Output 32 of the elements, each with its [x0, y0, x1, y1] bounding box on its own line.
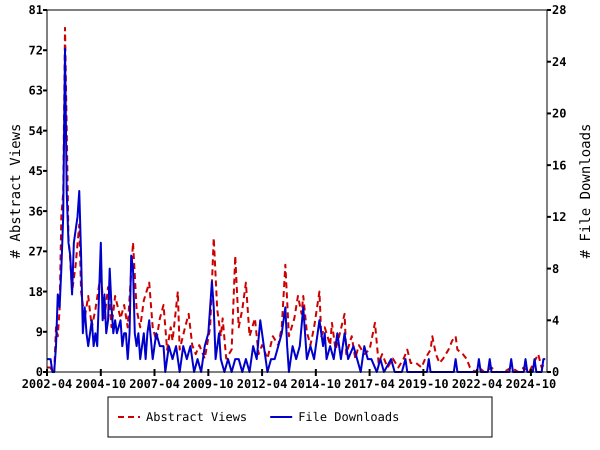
x-tick-label: 2024-10: [506, 377, 556, 391]
x-tick-label: 2002-04: [22, 377, 72, 391]
x-tick-label: 2012-04: [236, 377, 288, 391]
y-tick-label: 27: [28, 244, 43, 259]
x-tick-label: 2017-04: [344, 377, 395, 391]
legend-label: Abstract Views: [146, 410, 248, 424]
y-tick-label: 54: [28, 124, 43, 138]
y2-tick-label: 4: [552, 313, 560, 328]
y2-tick-label: 24: [552, 54, 566, 69]
y2-tick-label: 16: [552, 158, 566, 172]
y2-tick-label: 8: [552, 262, 560, 276]
y2-tick-label: 12: [552, 210, 566, 224]
y-tick-label: 45: [28, 164, 43, 178]
y2-tick-label: 0: [552, 365, 560, 380]
legend-label: File Downloads: [298, 410, 400, 424]
y2-axis-title: # File Downloads: [578, 124, 594, 258]
y-tick-label: 9: [36, 324, 43, 339]
x-tick-label: 2004-10: [76, 377, 126, 391]
y-tick-label: 72: [28, 43, 43, 58]
x-tick-label: 2007-04: [129, 377, 180, 391]
y-tick-label: 18: [28, 284, 43, 299]
y-tick-label: 0: [36, 365, 43, 380]
x-tick-label: 2019-10: [398, 377, 449, 391]
x-tick-label: 2022-04: [452, 377, 502, 391]
y-tick-label: 36: [28, 204, 43, 218]
y2-tick-label: 20: [552, 106, 566, 121]
y-axis-title: # Abstract Views: [8, 124, 24, 258]
x-tick-label: 2009-10: [183, 377, 234, 391]
y-tick-label: 63: [28, 84, 43, 98]
x-tick-label: 2014-10: [290, 377, 342, 391]
y2-tick-label: 28: [552, 3, 566, 18]
y-tick-label: 81: [28, 3, 43, 18]
